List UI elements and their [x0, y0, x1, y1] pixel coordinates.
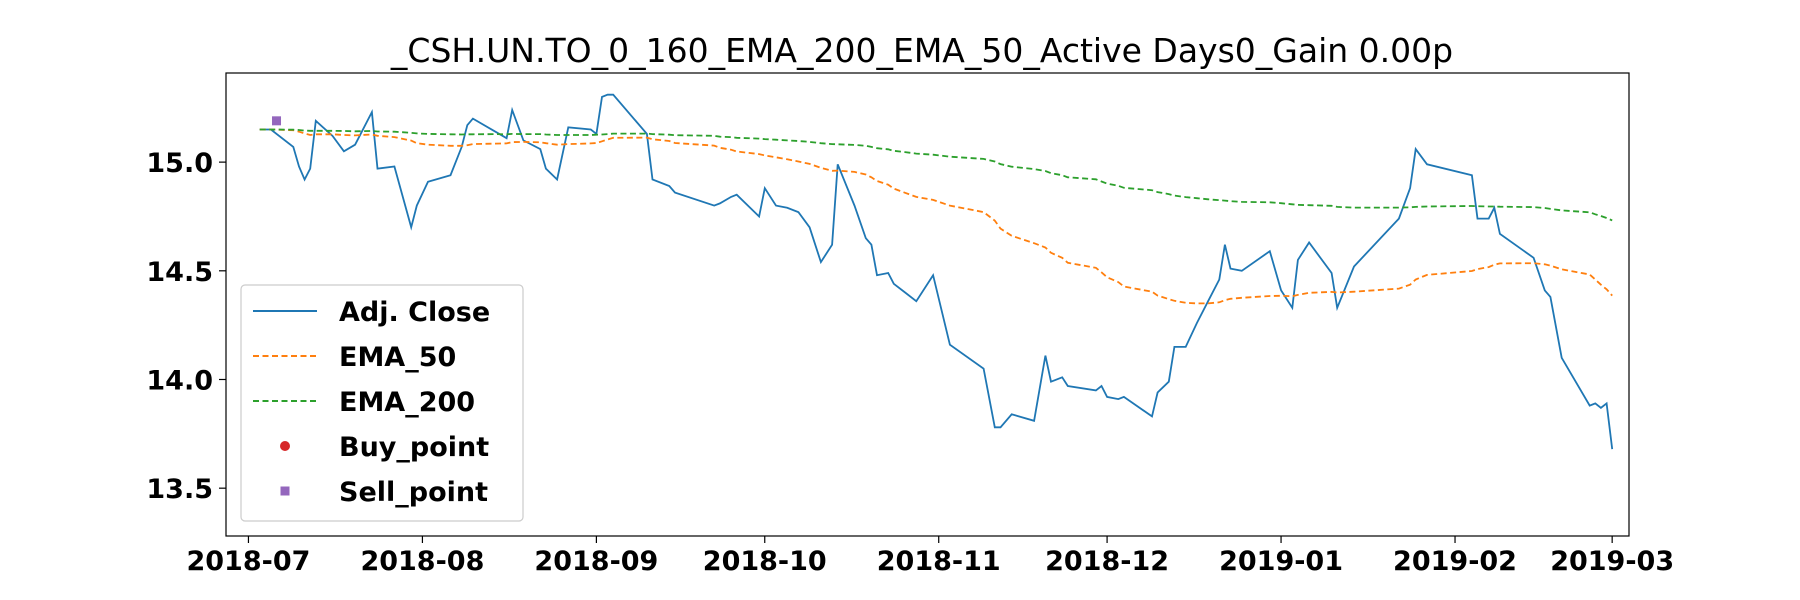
- chart-title: _CSH.UN.TO_0_160_EMA_200_EMA_50_Active D…: [390, 31, 1453, 70]
- y-tick-label: 15.0: [146, 148, 213, 179]
- plot-frame: [225, 72, 1630, 537]
- legend-swatch-square: [280, 486, 290, 496]
- series-line-ema-200: [259, 128, 1613, 222]
- y-tick-label: 14.5: [146, 257, 213, 288]
- legend-label: Buy_point: [339, 432, 489, 463]
- plot-area: [259, 93, 1614, 450]
- legend-label: EMA_50: [339, 342, 456, 373]
- x-tick-label: 2018-10: [703, 546, 827, 577]
- y-tick-label: 14.0: [146, 365, 213, 396]
- sell-point-marker-0: [272, 116, 282, 126]
- series-line-ema-50: [259, 128, 1613, 305]
- x-tick-label: 2018-11: [877, 546, 1001, 577]
- axes: 2018-07 2018-08 2018-09 2018-10 2018-11 2018-…: [146, 72, 1674, 577]
- legend: Adj. Close EMA_50 EMA_200 Buy_point Sell_poi…: [240, 284, 524, 522]
- legend-label: Sell_point: [339, 477, 488, 508]
- x-tick-label: 2018-12: [1045, 546, 1169, 577]
- x-tick-label: 2019-02: [1393, 546, 1517, 577]
- y-tick-label: 13.5: [146, 474, 213, 505]
- x-tick-label: 2018-08: [360, 546, 484, 577]
- x-tick-label: 2019-03: [1550, 546, 1674, 577]
- x-tick-label: 2018-09: [534, 546, 658, 577]
- legend-swatch-circle: [280, 441, 290, 451]
- x-tick-label: 2019-01: [1219, 546, 1343, 577]
- series-line-adj-close: [259, 93, 1614, 450]
- x-tick-label: 2018-07: [186, 546, 310, 577]
- legend-label: EMA_200: [339, 387, 475, 418]
- legend-box: [240, 284, 524, 522]
- legend-label: Adj. Close: [339, 297, 490, 328]
